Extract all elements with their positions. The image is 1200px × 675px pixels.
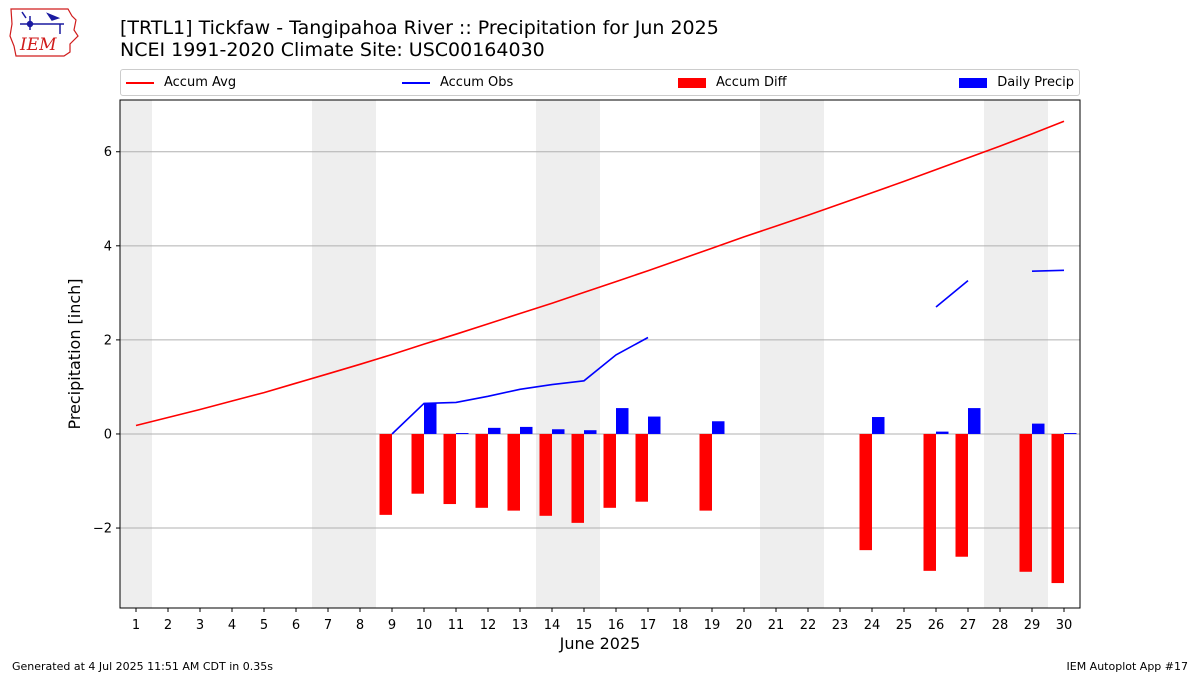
weather-station-icon	[20, 11, 64, 34]
x-tick-label: 22	[800, 618, 817, 633]
accum-diff-bar	[635, 433, 648, 502]
daily-precip-bar	[456, 433, 469, 434]
y-tick-label: −2	[93, 522, 112, 537]
weekend-shade	[760, 100, 824, 608]
daily-precip-bar	[872, 417, 885, 434]
x-tick-label: 21	[768, 618, 785, 633]
x-tick-label: 18	[672, 618, 689, 633]
daily-precip-bar	[424, 403, 437, 434]
x-tick-label: 12	[480, 618, 497, 633]
legend-key	[678, 77, 706, 88]
legend-item: Daily Precip	[959, 70, 1074, 95]
x-tick-label: 9	[388, 618, 396, 633]
x-tick-label: 4	[228, 618, 236, 633]
logo-state-outline	[9, 8, 79, 57]
x-tick-label: 20	[736, 618, 753, 633]
iem-logo: IEM	[9, 8, 79, 57]
daily-precip-bar	[488, 427, 501, 434]
legend-key	[402, 81, 430, 84]
accum-diff-bar	[923, 433, 936, 571]
y-tick-label: 6	[104, 145, 112, 160]
x-tick-label: 5	[260, 618, 268, 633]
x-tick-label: 25	[896, 618, 913, 633]
legend-key	[126, 81, 154, 84]
accum-diff-bar	[571, 433, 584, 523]
generated-timestamp: Generated at 4 Jul 2025 11:51 AM CDT in …	[12, 660, 273, 673]
accum-obs-line	[391, 336, 649, 435]
accum-diff-bar	[859, 433, 872, 551]
x-tick-label: 15	[576, 618, 593, 633]
daily-precip-bar	[1064, 433, 1077, 434]
accum-diff-bar	[507, 433, 520, 511]
logo-text: IEM	[19, 35, 57, 55]
accum-diff-bar	[603, 433, 616, 508]
accum-diff-bar	[411, 433, 424, 494]
x-tick-label: 27	[960, 618, 977, 633]
y-tick-label: 0	[104, 427, 112, 442]
y-axis-label: Precipitation [inch]	[65, 278, 84, 429]
daily-precip-bar	[648, 416, 661, 434]
legend-label: Accum Obs	[440, 75, 514, 90]
legend-label: Daily Precip	[997, 75, 1074, 90]
x-tick-label: 2	[164, 618, 172, 633]
y-tick-label: 4	[104, 239, 112, 254]
legend-item: Accum Avg	[126, 70, 236, 95]
daily-precip-bar	[968, 408, 981, 434]
daily-precip-bar	[1032, 423, 1045, 434]
weekend-shade	[312, 100, 376, 608]
legend-item: Accum Diff	[678, 70, 787, 95]
x-tick-label: 10	[416, 618, 433, 633]
x-tick-label: 30	[1056, 618, 1073, 633]
daily-precip-bar	[584, 430, 597, 434]
chart-title: [TRTL1] Tickfaw - Tangipahoa River :: Pr…	[120, 17, 719, 39]
plot-frame	[119, 99, 1081, 609]
x-tick-label: 24	[864, 618, 881, 633]
accum-diff-bar	[475, 433, 488, 508]
daily-precip-bar	[552, 429, 565, 434]
x-tick-label: 23	[832, 618, 849, 633]
x-tick-label: 6	[292, 618, 300, 633]
weekend-shade	[984, 100, 1048, 608]
x-tick-label: 7	[324, 618, 332, 633]
x-tick-label: 17	[640, 618, 657, 633]
x-tick-label: 28	[992, 618, 1009, 633]
x-axis-label: June 2025	[559, 634, 641, 653]
accum-obs-line	[1031, 269, 1065, 272]
x-tick-label: 16	[608, 618, 625, 633]
accum-diff-bar	[699, 433, 712, 511]
weekend-shade	[536, 100, 600, 608]
chart-subtitle: NCEI 1991-2020 Climate Site: USC00164030	[120, 39, 545, 61]
accum-diff-bar	[539, 433, 552, 516]
accum-obs-line	[935, 279, 969, 308]
legend-label: Accum Avg	[164, 75, 237, 90]
accum-diff-bar	[955, 433, 968, 557]
legend-key	[959, 77, 988, 88]
x-tick-label: 26	[928, 618, 945, 633]
x-tick-label: 8	[356, 618, 364, 633]
accum-avg-line	[135, 120, 1065, 427]
accum-diff-bar	[379, 433, 392, 515]
y-tick-label: 2	[104, 333, 112, 348]
daily-precip-bar	[712, 421, 725, 434]
daily-precip-bar	[936, 431, 949, 434]
accum-diff-bar	[1051, 433, 1064, 584]
accum-diff-bar	[1019, 433, 1032, 572]
x-tick-label: 11	[448, 618, 465, 633]
x-tick-label: 19	[704, 618, 721, 633]
x-tick-label: 1	[132, 618, 140, 633]
daily-precip-bar	[616, 408, 629, 434]
app-credit: IEM Autoplot App #17	[1066, 660, 1189, 673]
weekend-shade	[120, 100, 152, 608]
x-tick-label: 3	[196, 618, 204, 633]
x-tick-label: 29	[1024, 618, 1041, 633]
daily-precip-bar	[520, 426, 533, 434]
accum-diff-bar	[443, 433, 456, 505]
x-tick-label: 13	[512, 618, 529, 633]
legend-item: Accum Obs	[402, 70, 513, 95]
x-tick-label: 14	[544, 618, 561, 633]
legend-label: Accum Diff	[716, 75, 787, 90]
chart-legend: Accum Avg Accum Obs Accum Diff Daily Precip	[120, 69, 1080, 96]
